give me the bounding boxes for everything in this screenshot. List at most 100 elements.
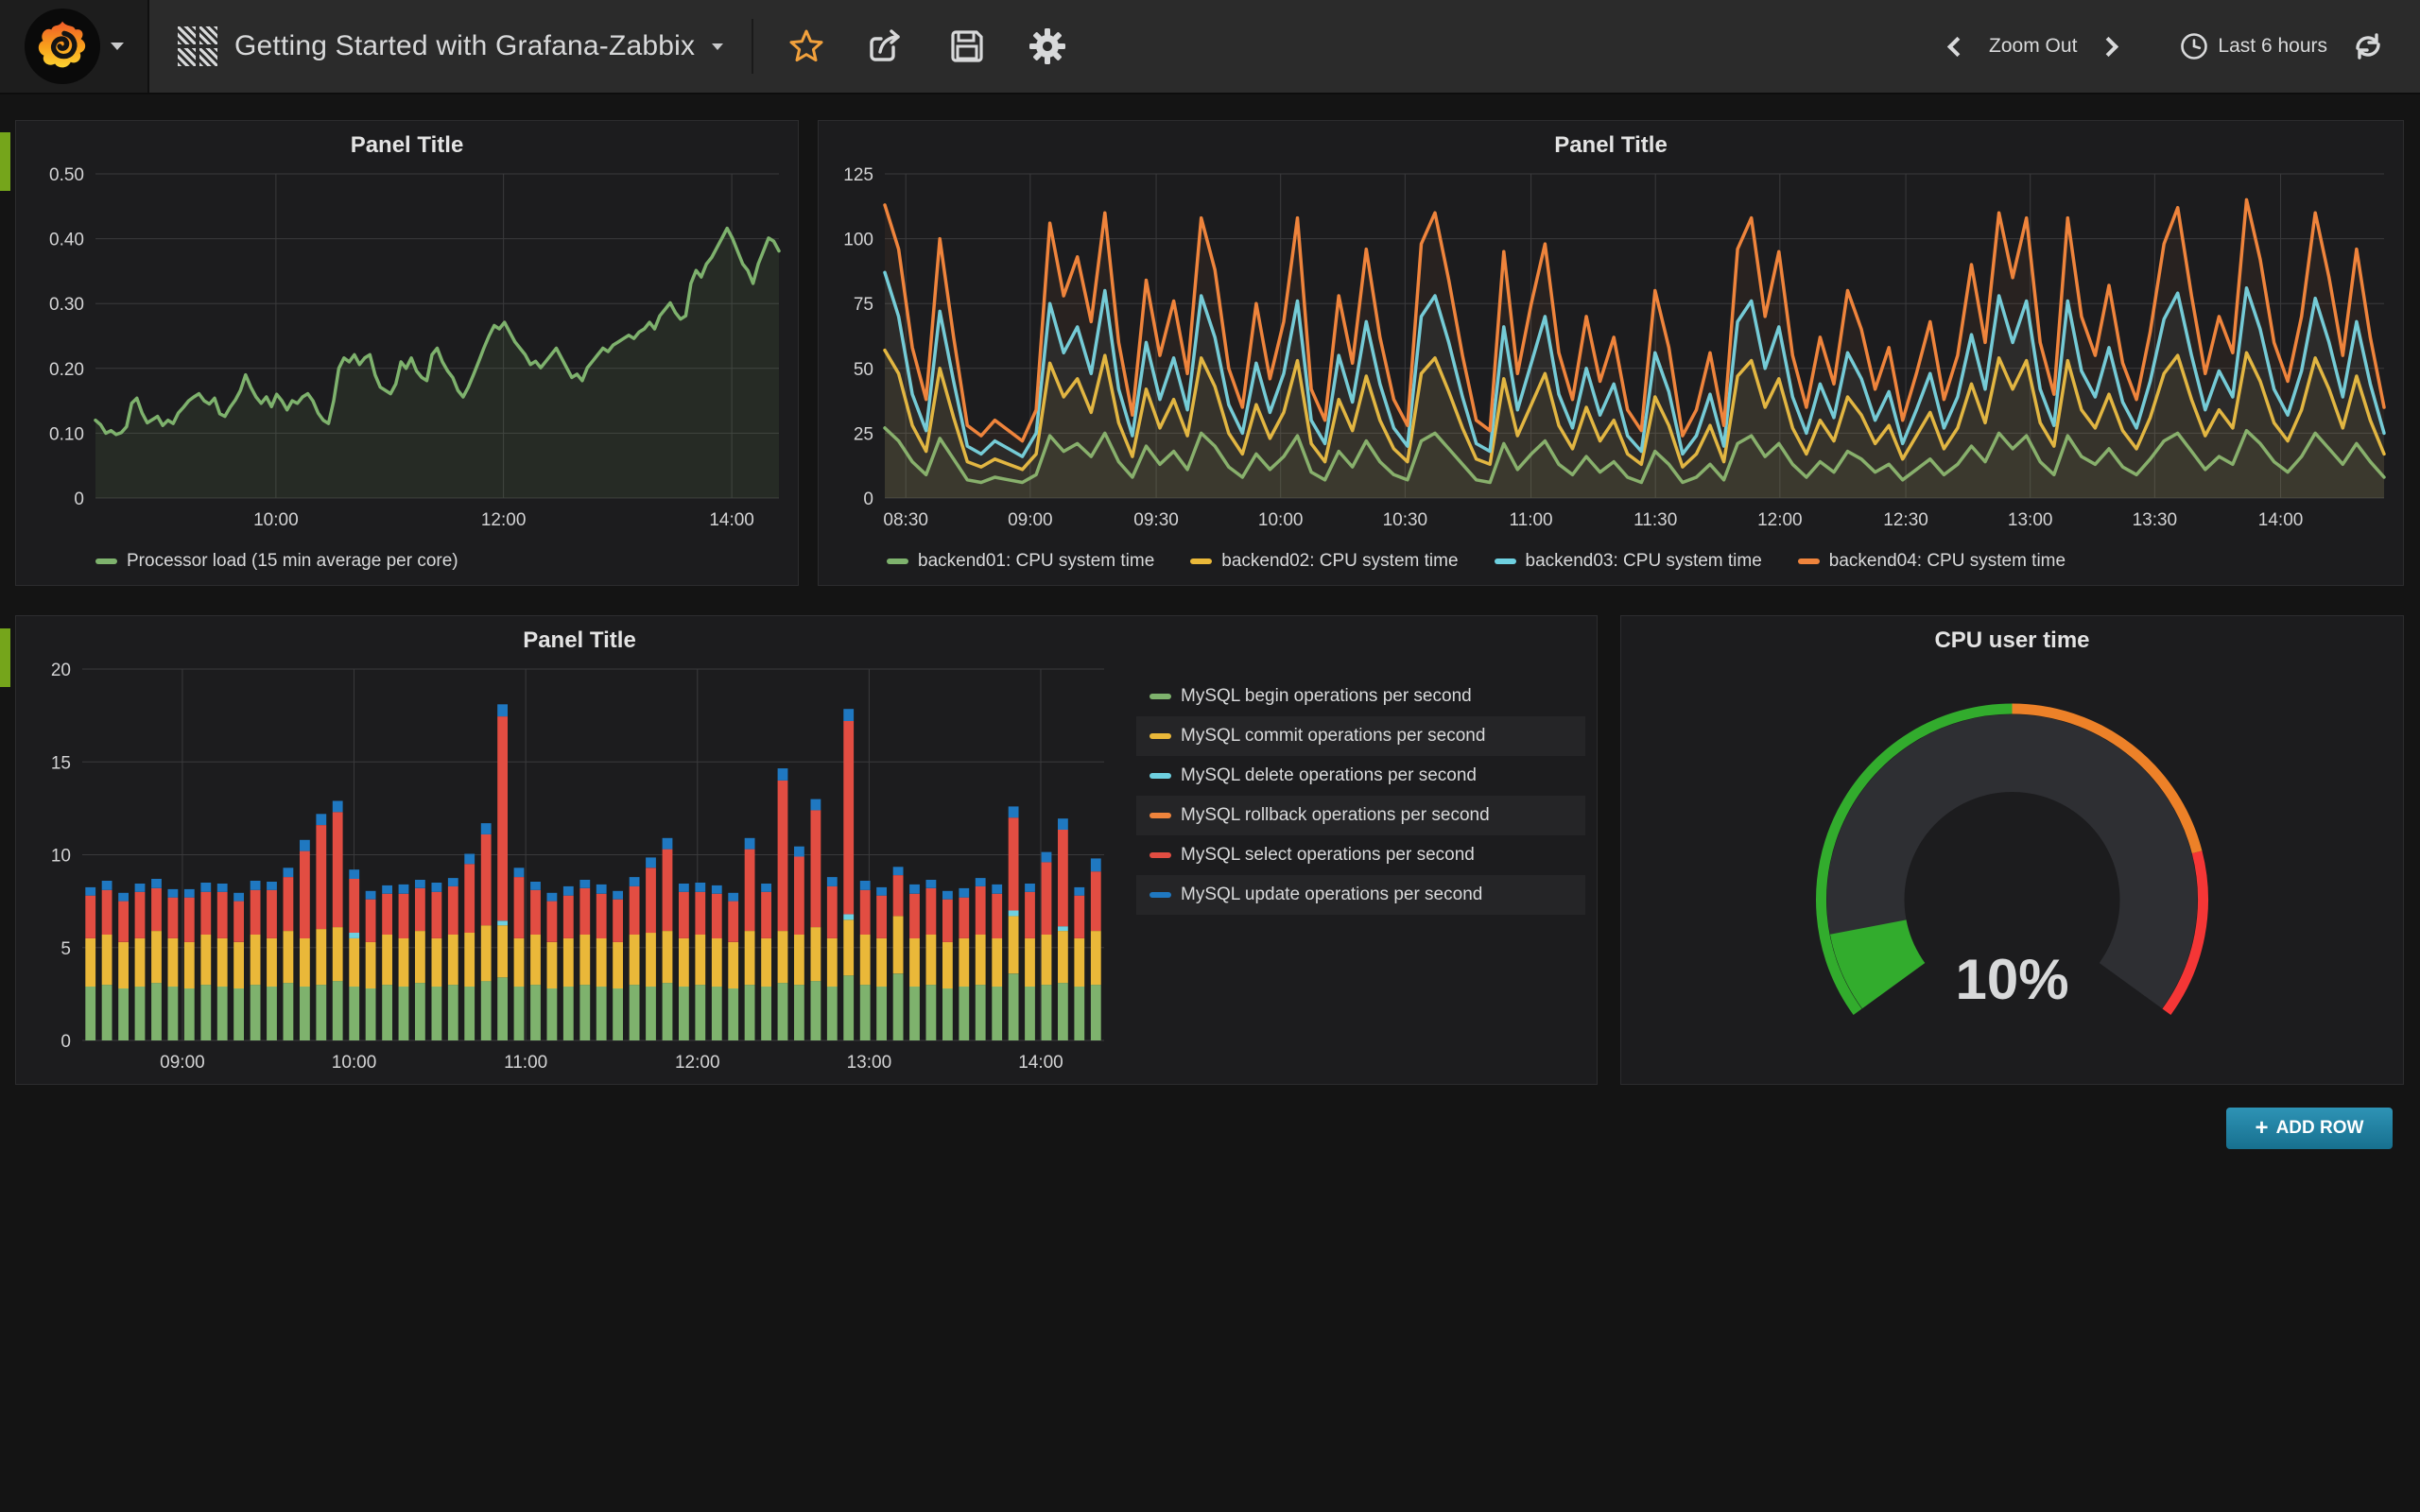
- bar-segment: [365, 899, 376, 942]
- bar-segment: [216, 937, 228, 987]
- add-row-button[interactable]: + ADD ROW: [2226, 1108, 2393, 1149]
- cpu-system-legend: backend01: CPU system time backend02: CPU…: [887, 551, 2101, 572]
- legend-item[interactable]: MySQL update operations per second: [1136, 875, 1585, 915]
- chevron-left-icon[interactable]: [1946, 36, 1968, 57]
- bar-segment: [826, 877, 838, 886]
- bar-segment: [1041, 851, 1052, 863]
- bar-segment: [909, 987, 920, 1040]
- bar-segment: [415, 931, 425, 984]
- refresh-icon[interactable]: [2352, 31, 2384, 61]
- bar-segment: [513, 937, 525, 987]
- bar-segment: [711, 987, 722, 1040]
- panel-title[interactable]: Panel Title: [1554, 132, 1668, 158]
- bar-segment: [892, 916, 904, 974]
- bar-segment: [596, 937, 607, 987]
- grafana-logo-menu[interactable]: [0, 0, 149, 93]
- legend-item[interactable]: Processor load (15 min average per core): [95, 551, 458, 572]
- time-controls: Zoom Out Last 6 hours: [1946, 31, 2420, 61]
- bar-segment: [728, 892, 739, 902]
- legend-label: MySQL rollback operations per second: [1181, 805, 1490, 825]
- y-tick-label: 5: [60, 939, 71, 959]
- gauge-value-wedge: [1829, 919, 1926, 1009]
- bar-segment: [431, 937, 442, 987]
- cpu-load-chart[interactable]: 0 0.10 0.20 0.30 0.40 0.50 10:00 12:00 14:00: [22, 163, 792, 536]
- legend-item[interactable]: backend02: CPU system time: [1190, 551, 1459, 572]
- bar-segment: [843, 914, 855, 920]
- bar-segment: [992, 937, 1003, 987]
- bar-segment: [728, 988, 739, 1040]
- bar-segment: [613, 941, 623, 988]
- logo-dropdown-caret-icon[interactable]: [111, 43, 124, 50]
- panel-title[interactable]: CPU user time: [1934, 627, 2090, 653]
- bar-segment: [579, 985, 591, 1040]
- panel-title[interactable]: Panel Title: [350, 132, 464, 158]
- bar-segment: [332, 812, 343, 928]
- legend-color-dash: [1150, 852, 1171, 858]
- bar-segment: [744, 985, 755, 1040]
- bar-segment: [794, 935, 804, 986]
- legend-label: backend01: CPU system time: [918, 551, 1155, 571]
- bar-segment: [464, 987, 475, 1040]
- bar-segment: [415, 983, 425, 1040]
- legend-item[interactable]: MySQL delete operations per second: [1136, 756, 1585, 796]
- legend-item[interactable]: MySQL select operations per second: [1136, 835, 1585, 875]
- legend-item[interactable]: backend04: CPU system time: [1797, 551, 2066, 572]
- clock-icon: [2181, 33, 2208, 60]
- bar-segment: [596, 893, 607, 938]
- time-range-picker[interactable]: Last 6 hours: [2180, 32, 2327, 60]
- share-icon[interactable]: [867, 27, 907, 65]
- x-tick-label: 12:00: [675, 1053, 720, 1073]
- bar-segment: [826, 937, 838, 987]
- bar-segment: [843, 975, 855, 1040]
- x-tick-label: 12:30: [1883, 510, 1928, 530]
- bar-segment: [398, 987, 409, 1040]
- bar-segment: [283, 983, 294, 1040]
- bar-segment: [349, 879, 360, 933]
- bar-segment: [777, 931, 788, 984]
- chart-svg: 0 0.10 0.20 0.30 0.40 0.50 10:00 12:00 14:00: [49, 165, 781, 530]
- save-icon[interactable]: [948, 27, 986, 65]
- panel-title[interactable]: Panel Title: [523, 627, 636, 653]
- zoom-out-button[interactable]: Zoom Out: [1989, 35, 2078, 57]
- bar-segment: [382, 985, 392, 1040]
- bar-segment: [959, 887, 970, 898]
- bar-segment: [728, 901, 739, 942]
- legend-item[interactable]: MySQL rollback operations per second: [1136, 796, 1585, 835]
- bar-segment: [398, 937, 409, 987]
- bar-segment: [332, 981, 343, 1040]
- bar-segment: [1025, 937, 1035, 987]
- row-1-handle[interactable]: [0, 132, 10, 191]
- bar-segment: [349, 937, 360, 987]
- bar-segment: [794, 846, 804, 857]
- bar-segment: [843, 721, 855, 915]
- bar-segment: [596, 884, 607, 894]
- y-tick-label: 0.50: [49, 165, 84, 185]
- legend-item[interactable]: backend01: CPU system time: [887, 551, 1154, 572]
- y-tick-label: 0: [863, 490, 873, 509]
- bar-segment: [513, 987, 525, 1040]
- bar-segment: [909, 893, 920, 938]
- mysql-ops-chart[interactable]: 0 5 10 15 20 09:00 10:00 11:00 12:00 13:00 14:00: [22, 658, 1114, 1078]
- gear-icon[interactable]: [1028, 26, 1067, 66]
- dashboard-title-dropdown[interactable]: Getting Started with Grafana-Zabbix: [149, 0, 752, 93]
- dashboard-grid-icon: [178, 26, 217, 66]
- grafana-logo: [24, 8, 101, 85]
- bar-segment: [415, 880, 425, 888]
- bar-segment: [744, 849, 755, 932]
- bar-segment: [546, 892, 558, 902]
- bar-segment: [679, 884, 689, 892]
- panel-mysql-operations: Panel Title 0 5 10 15 20 09:00 10:00 11:00 12:00…: [15, 615, 1598, 1085]
- legend-item[interactable]: backend03: CPU system time: [1494, 551, 1762, 572]
- bar-segment: [183, 897, 195, 942]
- chevron-right-icon[interactable]: [2099, 36, 2119, 57]
- legend-color-dash: [1150, 733, 1171, 739]
- cpu-system-chart[interactable]: 0 25 50 75 100 125 08:30 09:00 09:30 10:00 10:30 11…: [824, 163, 2397, 536]
- legend-item[interactable]: MySQL begin operations per second: [1136, 677, 1585, 716]
- bar-segment: [316, 814, 327, 826]
- bar-segment: [925, 880, 937, 888]
- row-2-handle[interactable]: [0, 628, 10, 687]
- bar-segment: [909, 937, 920, 987]
- bar-segment: [85, 886, 96, 896]
- legend-item[interactable]: MySQL commit operations per second: [1136, 716, 1585, 756]
- star-icon[interactable]: [787, 27, 825, 65]
